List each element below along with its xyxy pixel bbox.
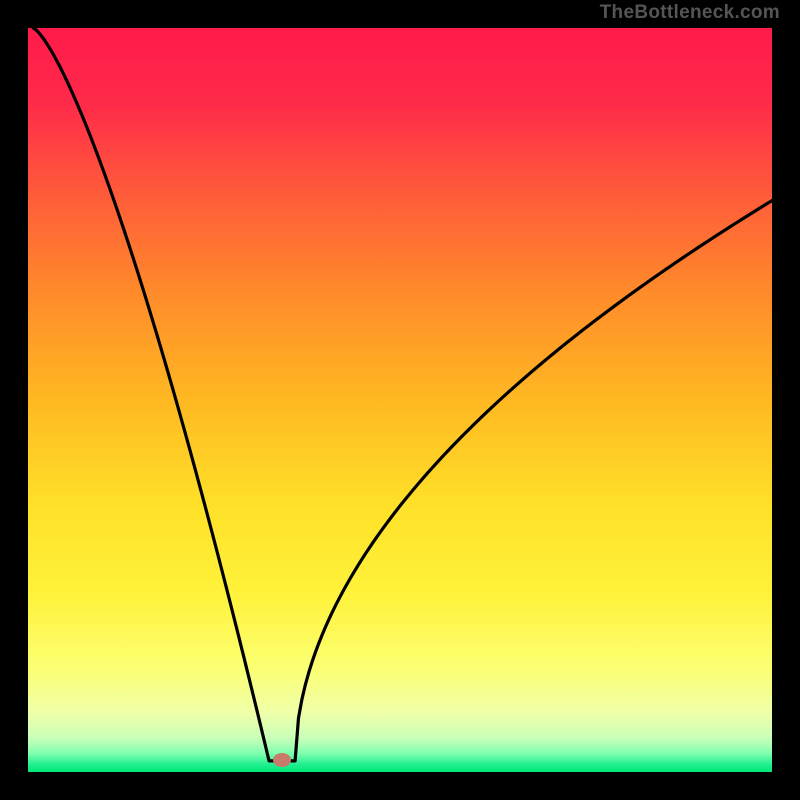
plot-area	[28, 28, 772, 772]
chart-viewport: TheBottleneck.com	[0, 0, 800, 800]
watermark-text: TheBottleneck.com	[600, 2, 780, 24]
bottleneck-curve	[28, 28, 772, 772]
